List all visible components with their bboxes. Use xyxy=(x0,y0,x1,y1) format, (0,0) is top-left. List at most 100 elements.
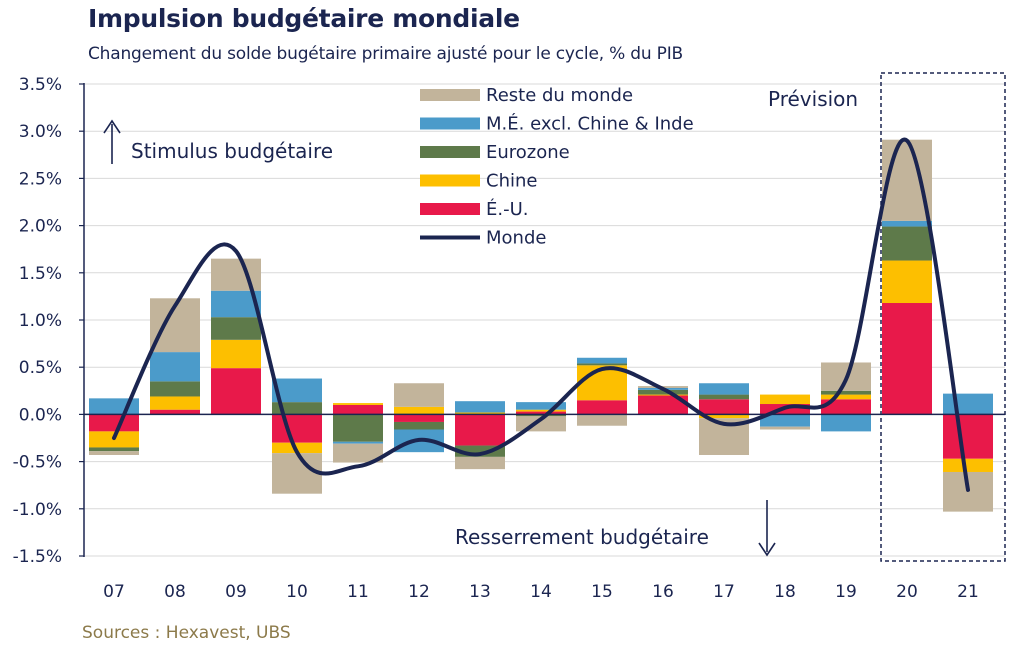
bar-segment--u--14 xyxy=(516,411,566,415)
bar-segment-reste-du-monde-12 xyxy=(394,383,444,407)
bar-segment-eurozone-10 xyxy=(272,402,322,415)
bar-segment--u--08 xyxy=(150,409,200,415)
bar-segment-chine-12 xyxy=(394,406,444,415)
x-tick-label: 18 xyxy=(774,582,796,602)
bar-segment--u--17 xyxy=(699,399,749,415)
tightening-annotation: Resserrement budgétaire xyxy=(455,500,776,557)
bar-segment-m-excl-chine-inde-11 xyxy=(333,441,383,444)
bar-segment-chine-17 xyxy=(699,414,749,419)
bar-segment-m-excl-chine-inde-17 xyxy=(699,383,749,395)
bar-segment-eurozone-12 xyxy=(394,421,444,430)
x-tick-label: 20 xyxy=(896,582,918,602)
legend-swatch-reste-du-monde xyxy=(420,89,480,101)
bar-segment-chine-21 xyxy=(943,458,993,472)
bar-segment-eurozone-07 xyxy=(89,447,139,452)
legend-swatch--u- xyxy=(420,203,480,215)
y-tick-label: -1.0% xyxy=(13,500,62,520)
bar-segment-chine-11 xyxy=(333,403,383,405)
forecast-box xyxy=(880,72,1006,562)
legend: Reste du monde M.É. excl. Chine & Inde Eur… xyxy=(420,85,694,249)
x-tick-label: 12 xyxy=(408,582,430,602)
legend-label--u-: É.-U. xyxy=(486,198,529,220)
bar-segment-chine-18 xyxy=(760,394,810,405)
chart-subtitle: Changement du solde bugétaire primaire a… xyxy=(88,44,683,64)
legend-label-monde: Monde xyxy=(486,228,546,249)
x-tick-label: 21 xyxy=(957,582,979,602)
bar-segment-eurozone-16 xyxy=(638,389,688,395)
bar-segment-eurozone-19 xyxy=(821,390,871,395)
bar-segment-m-excl-chine-inde-21 xyxy=(943,393,993,415)
x-tick-label: 08 xyxy=(164,582,186,602)
bar-stacks xyxy=(89,139,993,512)
down-arrow-head-icon xyxy=(758,542,776,557)
bar-segment--u--15 xyxy=(577,400,627,415)
legend-swatch-eurozone xyxy=(420,146,480,158)
bar-segment-chine-08 xyxy=(150,396,200,410)
forecast-label: Prévision xyxy=(768,87,858,111)
bar-segment-reste-du-monde-18 xyxy=(760,426,810,430)
legend-label-eurozone: Eurozone xyxy=(486,142,570,163)
bar-segment-eurozone-11 xyxy=(333,414,383,442)
y-tick-label: -0.5% xyxy=(13,453,62,473)
stimulus-label: Stimulus budgétaire xyxy=(131,139,333,163)
y-tick-label: 2.5% xyxy=(19,169,62,189)
bar-segment-m-excl-chine-inde-20 xyxy=(882,220,932,227)
x-tick-label: 14 xyxy=(530,582,552,602)
bar-segment-eurozone-13 xyxy=(455,445,505,457)
x-tick-label: 07 xyxy=(103,582,125,602)
bar-segment--u--07 xyxy=(89,414,139,432)
legend-label-chine: Chine xyxy=(486,171,537,192)
bar-segment-reste-du-monde-15 xyxy=(577,414,627,426)
bar-segment--u--12 xyxy=(394,414,444,422)
x-tick-label: 10 xyxy=(286,582,308,602)
y-tick-label: 3.0% xyxy=(19,122,62,142)
bar-segment-reste-du-monde-10 xyxy=(272,453,322,494)
x-tick-label: 09 xyxy=(225,582,247,602)
stimulus-annotation: Stimulus budgétaire xyxy=(103,119,333,164)
y-tick-label: -1.5% xyxy=(13,547,62,567)
bar-segment-eurozone-17 xyxy=(699,394,749,400)
up-arrow-head-icon xyxy=(103,119,121,134)
y-tick-label: 2.0% xyxy=(19,217,62,237)
bar-segment--u--13 xyxy=(455,414,505,446)
bar-segment-m-excl-chine-inde-19 xyxy=(821,414,871,432)
bar-segment-m-excl-chine-inde-15 xyxy=(577,357,627,364)
bar-segment-chine-09 xyxy=(211,339,261,369)
bar-segment-reste-du-monde-09 xyxy=(211,258,261,291)
tightening-label: Resserrement budgétaire xyxy=(455,525,709,549)
x-tick-label: 15 xyxy=(591,582,613,602)
world-line-series xyxy=(112,137,970,492)
bar-segment-reste-du-monde-07 xyxy=(89,451,139,455)
y-tick-label: 1.0% xyxy=(19,311,62,331)
bar-segment-m-excl-chine-inde-10 xyxy=(272,378,322,403)
legend-swatch-m-excl-chine-inde xyxy=(420,117,480,130)
bar-segment--u--16 xyxy=(638,395,688,415)
bar-segment--u--11 xyxy=(333,404,383,415)
legend-swatch-chine xyxy=(420,174,480,187)
bar-segment-m-excl-chine-inde-18 xyxy=(760,414,810,427)
bar-segment-chine-13 xyxy=(455,412,505,415)
bar-segment-chine-19 xyxy=(821,394,871,400)
bar-segment--u--20 xyxy=(882,303,932,415)
bar-segment-m-excl-chine-inde-13 xyxy=(455,401,505,413)
x-axis-ticks: 07 08 09 10 11 12 13 14 15 16 17 18 19 20 21 xyxy=(103,582,979,602)
bar-segment-eurozone-15 xyxy=(577,363,627,366)
bar-segment-chine-20 xyxy=(882,260,932,304)
bar-segment-eurozone-08 xyxy=(150,381,200,397)
source-note: Sources : Hexavest, UBS xyxy=(82,623,291,643)
bar-segment-eurozone-14 xyxy=(516,414,566,417)
chart-title: Impulsion budgétaire mondiale xyxy=(88,4,520,33)
bar-segment-reste-du-monde-13 xyxy=(455,456,505,470)
x-tick-label: 19 xyxy=(835,582,857,602)
bar-segment-m-excl-chine-inde-14 xyxy=(516,402,566,410)
y-tick-label: 1.5% xyxy=(19,264,62,284)
bar-segment--u--19 xyxy=(821,399,871,415)
legend-label-m-excl-chine-inde: M.É. excl. Chine & Inde xyxy=(486,113,694,135)
y-tick-label: 0.5% xyxy=(19,358,62,378)
bar-segment--u--10 xyxy=(272,414,322,443)
bar-segment-chine-14 xyxy=(516,409,566,412)
x-tick-label: 13 xyxy=(469,582,491,602)
x-tick-label: 11 xyxy=(347,582,369,602)
legend-label-reste-du-monde: Reste du monde xyxy=(486,85,633,106)
bar-segment--u--09 xyxy=(211,368,261,415)
